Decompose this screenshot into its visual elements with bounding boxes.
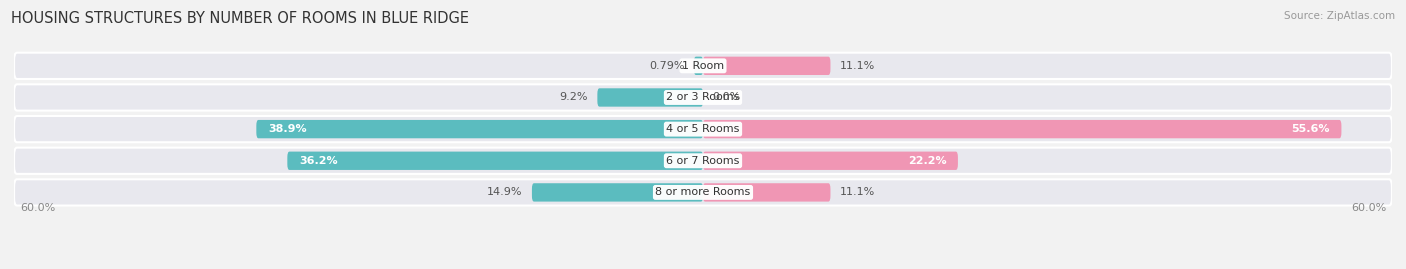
FancyBboxPatch shape [14,116,1392,142]
Text: 60.0%: 60.0% [1351,203,1386,213]
FancyBboxPatch shape [531,183,703,201]
Text: 4 or 5 Rooms: 4 or 5 Rooms [666,124,740,134]
Text: 9.2%: 9.2% [560,93,588,102]
FancyBboxPatch shape [695,57,703,75]
Text: 8 or more Rooms: 8 or more Rooms [655,187,751,197]
Text: 2 or 3 Rooms: 2 or 3 Rooms [666,93,740,102]
FancyBboxPatch shape [703,57,831,75]
FancyBboxPatch shape [14,148,1392,174]
FancyBboxPatch shape [14,84,1392,111]
Text: 22.2%: 22.2% [908,156,946,166]
Text: 38.9%: 38.9% [267,124,307,134]
Text: 60.0%: 60.0% [20,203,55,213]
Text: 36.2%: 36.2% [299,156,337,166]
Text: Source: ZipAtlas.com: Source: ZipAtlas.com [1284,11,1395,21]
FancyBboxPatch shape [287,152,703,170]
FancyBboxPatch shape [703,152,957,170]
Text: 6 or 7 Rooms: 6 or 7 Rooms [666,156,740,166]
FancyBboxPatch shape [703,120,1341,138]
Text: 0.0%: 0.0% [713,93,741,102]
Text: 0.79%: 0.79% [650,61,685,71]
FancyBboxPatch shape [256,120,703,138]
FancyBboxPatch shape [703,183,831,201]
FancyBboxPatch shape [598,88,703,107]
Text: 11.1%: 11.1% [839,187,875,197]
FancyBboxPatch shape [14,179,1392,206]
Text: 14.9%: 14.9% [488,187,523,197]
FancyBboxPatch shape [14,53,1392,79]
Text: 55.6%: 55.6% [1292,124,1330,134]
Text: HOUSING STRUCTURES BY NUMBER OF ROOMS IN BLUE RIDGE: HOUSING STRUCTURES BY NUMBER OF ROOMS IN… [11,11,470,26]
Text: 1 Room: 1 Room [682,61,724,71]
Text: 11.1%: 11.1% [839,61,875,71]
